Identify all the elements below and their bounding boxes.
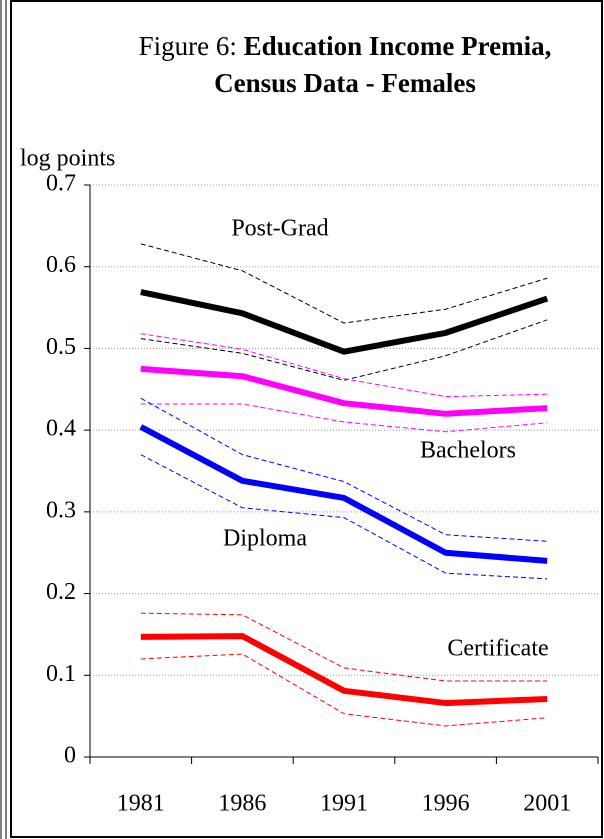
series-label: Bachelors xyxy=(420,438,516,464)
y-tick-label: 0.1 xyxy=(46,661,76,687)
band-line xyxy=(140,403,548,433)
x-tick-label: 1996 xyxy=(422,791,470,817)
y-tick-label: 0.7 xyxy=(46,171,76,197)
band-line xyxy=(140,319,548,381)
series-line xyxy=(140,365,548,417)
series-label: Certificate xyxy=(447,636,548,662)
chart-title: Figure 6: Education Income Premia, Censu… xyxy=(120,28,570,102)
y-tick-label: 0.6 xyxy=(46,252,76,278)
band-line xyxy=(140,612,548,682)
x-tick-label: 1991 xyxy=(320,791,368,817)
y-tick-label: 0.2 xyxy=(46,579,76,605)
y-tick-label: 0.4 xyxy=(46,416,76,442)
series-line xyxy=(140,289,549,355)
y-tick-label: 0.3 xyxy=(46,497,76,523)
y-tick-label: 0 xyxy=(64,743,76,769)
series-label: Post-Grad xyxy=(231,216,328,242)
series-label: Diploma xyxy=(223,526,307,552)
x-tick-label: 1981 xyxy=(117,791,165,817)
band-line xyxy=(140,243,548,324)
band-line xyxy=(140,454,548,580)
title-prefix: Figure 6: xyxy=(138,31,244,61)
series-line xyxy=(139,424,548,564)
y-tick-label: 0.5 xyxy=(46,334,76,360)
series-line xyxy=(140,633,548,707)
band-line xyxy=(140,333,548,398)
x-tick-label: 1986 xyxy=(218,791,266,817)
y-axis-label: log points xyxy=(20,146,115,172)
title-main: Education Income Premia, Census Data - F… xyxy=(214,31,552,98)
band-line xyxy=(140,653,548,727)
frame xyxy=(10,0,603,838)
x-tick-label: 2001 xyxy=(523,791,571,817)
band-line xyxy=(140,397,548,542)
